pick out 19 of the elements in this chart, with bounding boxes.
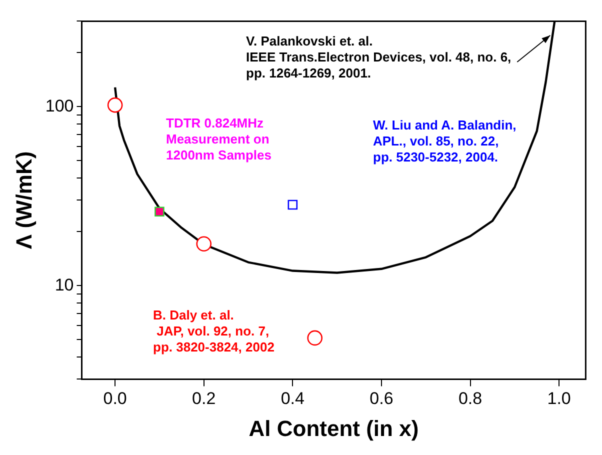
point xyxy=(107,97,123,113)
x-tick-label: 0.8 xyxy=(458,389,482,408)
annotation: TDTR 0.824MHz Measurement on 1200nm Samples xyxy=(166,116,272,163)
x-tick-label: 0.2 xyxy=(192,389,216,408)
annotation: W. Liu and A. Balandin, APL., vol. 85, no. 22, pp. 5230-5232, 2004. xyxy=(373,118,516,165)
y-tick-label: 10 xyxy=(54,275,74,294)
x-tick-label: 1.0 xyxy=(547,389,571,408)
x-axis-title: Al Content (in x) xyxy=(248,416,419,441)
annotation: B. Daly et. al. JAP, vol. 92, no. 7, pp. 3820-3824, 2002 xyxy=(153,308,274,355)
x-tick-label: 0.0 xyxy=(103,389,127,408)
annotation: V. Palankovski et. al. IEEE Trans.Electron Devices, vol. 48, no. 6, pp. 1264-1269, 2001. xyxy=(246,34,512,81)
point xyxy=(307,330,323,346)
point xyxy=(154,206,164,217)
x-tick-label: 0.4 xyxy=(280,389,304,408)
y-axis-title: Λ (W/mK) xyxy=(11,151,36,250)
y-tick-label: 100 xyxy=(45,96,74,116)
point xyxy=(196,236,212,252)
point xyxy=(288,200,298,210)
x-tick-label: 0.6 xyxy=(370,389,394,408)
